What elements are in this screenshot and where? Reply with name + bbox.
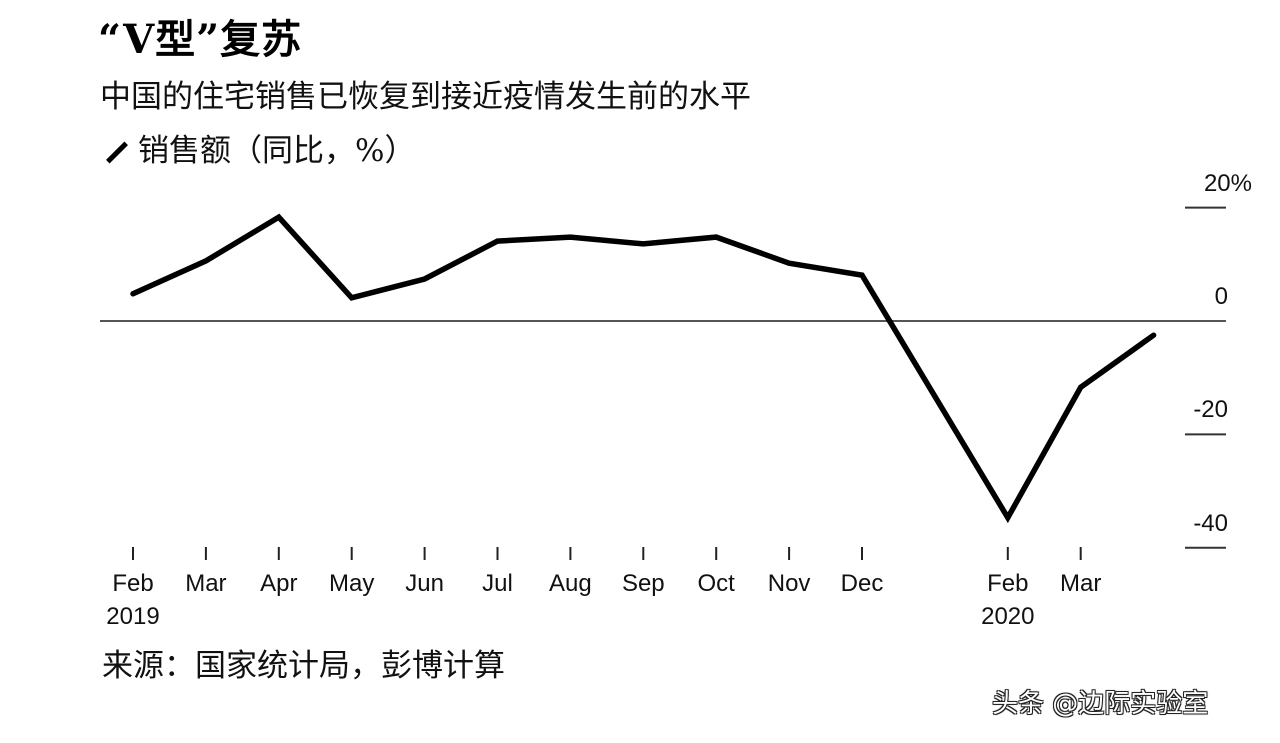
x-tick-year-label: 2020 (981, 603, 1035, 630)
watermark: 头条 @边际实验室 (992, 689, 1209, 719)
legend-label: 销售额（同比，%） (138, 133, 416, 169)
legend: 销售额（同比，%） (100, 130, 415, 172)
chart-title: “V型”复苏 (98, 16, 303, 63)
y-tick-label: 20% (1203, 169, 1252, 197)
x-tick-label: May (329, 570, 375, 597)
x-axis-tick-marks (132, 547, 1082, 560)
x-tick-label: Mar (185, 570, 227, 597)
y-tick-label: 0 (1214, 283, 1228, 310)
x-tick-year-label: 2019 (106, 603, 160, 630)
x-tick-label: Jul (482, 570, 513, 597)
x-tick-label: Feb (987, 570, 1029, 597)
chart-subtitle: 中国的住宅销售已恢复到接近疫情发生前的水平 (100, 79, 751, 115)
x-tick-label: Dec (840, 570, 884, 597)
y-tick-label: -20 (1193, 396, 1228, 424)
x-tick-label: Jun (405, 570, 444, 597)
sales-yoy-line (130, 213, 1157, 524)
x-tick-label: Sep (621, 570, 665, 597)
source-note: 来源：国家统计局，彭博计算 (102, 648, 505, 684)
x-tick-label: Feb (112, 570, 154, 597)
x-tick-label: Oct (697, 570, 735, 597)
y-tick-label: -40 (1193, 509, 1228, 537)
y-axis-tick-lines (1185, 206, 1226, 549)
x-tick-label: Aug (549, 570, 592, 597)
x-tick-label: Mar (1060, 570, 1102, 597)
x-tick-label: Apr (260, 570, 298, 597)
x-tick-label: Nov (767, 570, 811, 597)
